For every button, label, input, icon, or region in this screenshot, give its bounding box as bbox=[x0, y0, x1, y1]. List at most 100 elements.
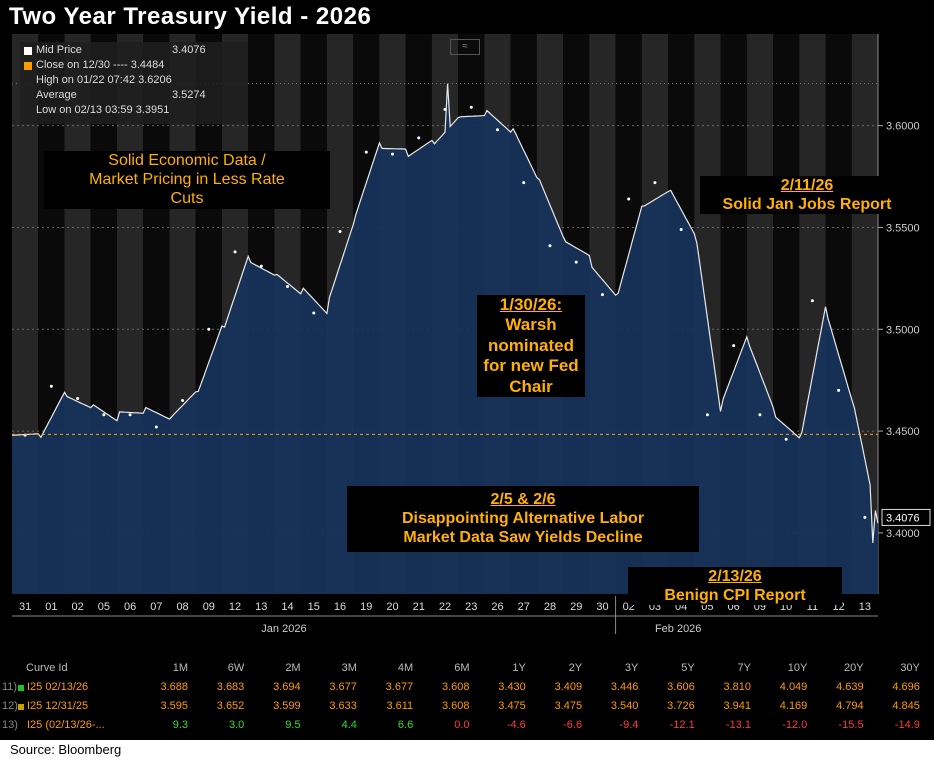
table-cell: 4.4 bbox=[341, 719, 357, 731]
table-cell: 0.0 bbox=[454, 719, 470, 731]
x-tick-label: 16 bbox=[334, 601, 346, 613]
table-cell: -9.4 bbox=[619, 719, 639, 731]
curve-id: I25 12/31/25 bbox=[27, 700, 89, 712]
table-header-cell: 6M bbox=[454, 662, 470, 674]
daily-close-point bbox=[417, 136, 421, 140]
table-cell: -13.1 bbox=[725, 719, 751, 731]
table-cell: 3.633 bbox=[329, 700, 357, 712]
daily-close-point bbox=[495, 128, 499, 132]
table-cell: -12.0 bbox=[782, 719, 808, 731]
x-tick-label: 21 bbox=[413, 601, 425, 613]
row-number: 12) bbox=[2, 700, 18, 712]
table-cell: -12.1 bbox=[669, 719, 695, 731]
table-cell: 9.5 bbox=[285, 719, 301, 731]
table-cell: 3.475 bbox=[554, 700, 583, 712]
daily-close-point bbox=[784, 437, 788, 441]
annotation-warsh-line4: for new Fed bbox=[483, 356, 579, 376]
table-cell: 3.446 bbox=[610, 681, 639, 693]
daily-close-point bbox=[705, 413, 709, 417]
x-tick-label: 23 bbox=[465, 601, 477, 613]
x-tick-label: 13 bbox=[859, 601, 871, 613]
table-cell: -15.5 bbox=[838, 719, 864, 731]
daily-close-point bbox=[469, 105, 473, 109]
daily-close-point bbox=[443, 107, 447, 111]
table-cell: 3.430 bbox=[498, 681, 526, 693]
daily-close-point bbox=[102, 413, 106, 417]
last-price-box bbox=[881, 508, 931, 526]
legend-mid-price-value: 3.4076 bbox=[172, 44, 206, 56]
table-row[interactable]: 11) I25 02/13/26 3.688 3.683 3.694 3.677 3.677… bbox=[0, 681, 934, 699]
annotation-jobs-text: Solid Jan Jobs Report bbox=[722, 196, 892, 214]
annotation-solid-line3: Cuts bbox=[170, 190, 204, 208]
daily-close-point bbox=[627, 197, 631, 201]
table-header-cell: 10Y bbox=[787, 662, 808, 674]
x-tick-label: 31 bbox=[19, 601, 31, 613]
table-header-cell: 20Y bbox=[844, 662, 864, 674]
annotation-jobs: 2/11/26 Solid Jan Jobs Report bbox=[700, 176, 914, 215]
table-header-curve-id: Curve Id bbox=[26, 662, 68, 674]
daily-close-point bbox=[391, 152, 395, 156]
table-cell: 3.611 bbox=[386, 700, 414, 712]
legend-high: High on 01/22 07:42 3.6206 bbox=[36, 74, 172, 86]
chart-type-icon[interactable]: ≈ bbox=[450, 39, 480, 55]
annotation-labor-line3: Market Data Saw Yields Decline bbox=[403, 529, 643, 547]
daily-close-point bbox=[128, 413, 132, 417]
table-header-cell: 30Y bbox=[900, 662, 920, 674]
x-tick-label: 28 bbox=[544, 601, 556, 613]
x-tick-label: 29 bbox=[570, 601, 582, 613]
legend-mid-price: Mid Price bbox=[36, 44, 82, 56]
annotation-solid-data: Solid Economic Data / Market Pricing in … bbox=[44, 151, 330, 209]
row-number: 11) bbox=[2, 681, 18, 693]
daily-close-point bbox=[522, 181, 526, 185]
y-tick-label: 3.5000 bbox=[886, 324, 920, 336]
x-tick-label: 01 bbox=[45, 601, 57, 613]
month-label-jan: Jan 2026 bbox=[261, 623, 306, 635]
table-cell: 3.694 bbox=[273, 681, 301, 693]
table-cell: 4.049 bbox=[779, 681, 808, 693]
mid-price-marker bbox=[24, 47, 32, 55]
table-cell: 3.810 bbox=[723, 681, 751, 693]
daily-close-point bbox=[600, 293, 604, 297]
daily-close-point bbox=[233, 250, 237, 254]
table-cell: -14.9 bbox=[894, 719, 920, 731]
daily-close-point bbox=[758, 413, 762, 417]
x-tick-label: 13 bbox=[255, 601, 267, 613]
table-cell: 3.599 bbox=[273, 700, 301, 712]
x-tick-label: 05 bbox=[98, 601, 110, 613]
table-header-row: Curve Id 1M 6W 2M 3M 4M 6M 1Y 2Y 3Y 5Y 7Y 10Y 20Y 30Y bbox=[0, 662, 934, 680]
legend-average: Average bbox=[36, 89, 77, 101]
x-tick-label: 02 bbox=[71, 601, 83, 613]
table-cell: 3.409 bbox=[554, 681, 583, 693]
annotation-cpi: 2/13/26 Benign CPI Report bbox=[628, 567, 842, 606]
annotation-labor-date: 2/5 & 2/6 bbox=[490, 491, 556, 508]
chart-area: 3.4000 3.4500 3.5000 3.5500 3.6000 3.4076 31 01… bbox=[0, 34, 934, 660]
table-row[interactable]: 13) I25 (02/13/26-... 9.3 3.0 9.5 4.4 6.6 0.0 -4… bbox=[0, 719, 934, 737]
yield-area-fill bbox=[12, 83, 878, 594]
daily-close-point bbox=[154, 425, 158, 429]
daily-close-point bbox=[259, 264, 263, 268]
x-tick-label: 07 bbox=[150, 601, 162, 613]
table-header-cell: 5Y bbox=[681, 662, 695, 674]
legend-close: Close on 12/30 ---- 3.4484 bbox=[36, 59, 165, 71]
x-tick-label: 14 bbox=[281, 601, 293, 613]
table-cell: 3.652 bbox=[216, 700, 245, 712]
yield-line bbox=[12, 83, 879, 543]
table-header-cell: 1Y bbox=[512, 662, 526, 674]
x-tick-label: 11 bbox=[807, 601, 818, 613]
table-header-cell: 4M bbox=[397, 662, 414, 674]
daily-close-point bbox=[653, 181, 657, 185]
month-label-feb: Feb 2026 bbox=[655, 623, 701, 635]
daily-close-point bbox=[312, 311, 316, 315]
table-header-cell: 3M bbox=[341, 662, 357, 674]
daily-close-point bbox=[49, 384, 53, 388]
legend-average-value: 3.5274 bbox=[172, 89, 206, 101]
table-cell: 4.639 bbox=[836, 681, 864, 693]
table-header-cell: 6W bbox=[227, 662, 245, 674]
table-row[interactable]: 12) I25 12/31/25 3.595 3.652 3.599 3.633 3.611… bbox=[0, 700, 934, 718]
x-tick-label: 20 bbox=[386, 601, 398, 613]
yield-curve-table: Curve Id 1M 6W 2M 3M 4M 6M 1Y 2Y 3Y 5Y 7Y 10Y 20Y 30Y … bbox=[0, 660, 934, 740]
daily-close-point bbox=[548, 244, 552, 248]
x-tick-label: 08 bbox=[176, 601, 188, 613]
y-tick-label: 3.4500 bbox=[886, 426, 920, 438]
x-tick-label: 19 bbox=[360, 601, 372, 613]
